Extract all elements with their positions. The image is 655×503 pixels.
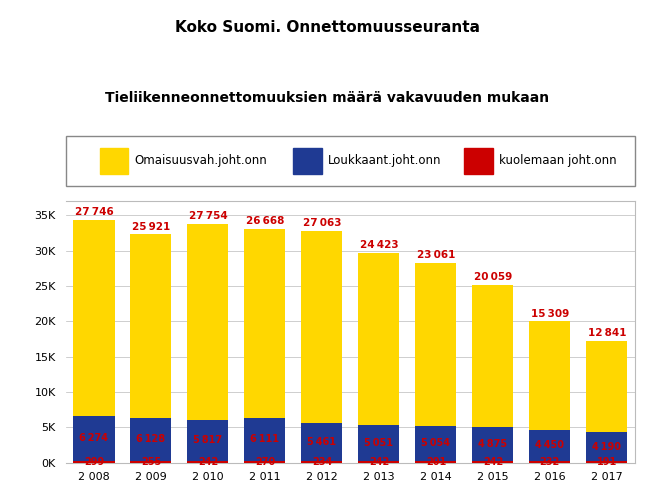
Text: 5 817: 5 817 <box>193 436 223 446</box>
Bar <box>244 417 286 461</box>
Text: 5 461: 5 461 <box>307 437 337 447</box>
Bar <box>293 148 322 174</box>
Bar <box>529 321 571 430</box>
Text: 26 668: 26 668 <box>246 216 284 226</box>
Text: 6 128: 6 128 <box>136 434 166 444</box>
Bar <box>586 461 627 463</box>
Text: 5 051: 5 051 <box>364 438 394 448</box>
Bar <box>415 426 457 461</box>
Bar <box>586 341 627 432</box>
Bar <box>244 461 286 463</box>
Text: 242: 242 <box>198 457 218 467</box>
Text: 242: 242 <box>483 457 503 467</box>
Bar <box>187 461 229 463</box>
Text: 299: 299 <box>84 457 104 467</box>
Text: 4 450: 4 450 <box>535 441 565 450</box>
Bar <box>244 229 286 417</box>
Bar <box>73 220 115 416</box>
Text: 6 111: 6 111 <box>250 434 280 444</box>
Text: 4 875: 4 875 <box>478 439 508 449</box>
Text: 232: 232 <box>540 457 560 467</box>
Bar <box>100 148 128 174</box>
Bar <box>586 432 627 461</box>
Bar <box>358 461 400 463</box>
Bar <box>130 417 172 461</box>
Bar <box>187 224 229 420</box>
Text: 20 059: 20 059 <box>474 272 512 282</box>
Text: 191: 191 <box>597 457 617 467</box>
Text: 255: 255 <box>141 457 161 467</box>
Text: 12 841: 12 841 <box>588 328 626 338</box>
Text: 24 423: 24 423 <box>360 240 398 250</box>
Bar <box>529 430 571 461</box>
Text: 242: 242 <box>369 457 389 467</box>
Text: 23 061: 23 061 <box>417 250 455 260</box>
Text: Tieliikenneonnettomuuksien määrä vakavuuden mukaan: Tieliikenneonnettomuuksien määrä vakavuu… <box>105 91 550 105</box>
Bar <box>301 461 343 463</box>
Bar <box>472 427 514 461</box>
Bar <box>301 231 343 423</box>
Text: 27 746: 27 746 <box>75 207 113 217</box>
Bar <box>73 416 115 461</box>
Text: kuolemaan joht.onn: kuolemaan joht.onn <box>498 154 616 167</box>
Bar <box>187 420 229 461</box>
Bar <box>529 461 571 463</box>
Bar <box>358 426 400 461</box>
Text: 15 309: 15 309 <box>531 309 569 318</box>
Bar <box>415 461 457 463</box>
Text: 27 063: 27 063 <box>303 218 341 228</box>
Bar <box>472 461 514 463</box>
Bar <box>301 423 343 461</box>
Text: 5 054: 5 054 <box>421 439 451 449</box>
Text: 27 754: 27 754 <box>189 211 227 221</box>
Bar <box>358 253 400 426</box>
Text: Koko Suomi. Onnettomuusseuranta: Koko Suomi. Onnettomuusseuranta <box>175 20 480 35</box>
Text: Omaisuusvah.joht.onn: Omaisuusvah.joht.onn <box>134 154 267 167</box>
Bar <box>472 285 514 427</box>
Bar <box>415 263 457 426</box>
Text: 270: 270 <box>255 457 275 467</box>
Text: 234: 234 <box>312 457 332 467</box>
Bar <box>73 461 115 463</box>
Text: 4 190: 4 190 <box>592 442 622 452</box>
Text: 25 921: 25 921 <box>132 221 170 231</box>
Bar <box>130 234 172 417</box>
Bar <box>130 461 172 463</box>
Text: 201: 201 <box>426 457 446 467</box>
Text: Loukkaant.joht.onn: Loukkaant.joht.onn <box>328 154 441 167</box>
Text: 6 274: 6 274 <box>79 434 109 444</box>
Bar <box>464 148 493 174</box>
